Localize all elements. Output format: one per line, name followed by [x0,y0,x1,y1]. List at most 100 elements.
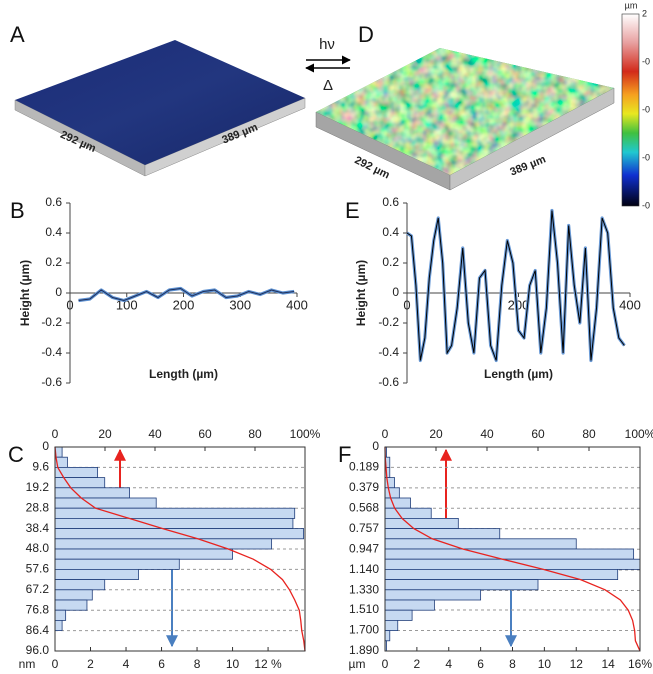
bar [384,558,641,570]
y-tick-label: -0.6 [41,375,62,389]
bar [384,538,577,550]
panel-letter: F [338,442,351,467]
bar [384,630,391,642]
y-tick-label: 1.700 [349,623,379,637]
x-tick-label: 8 [194,657,201,671]
y-tick-label: 38.4 [26,521,50,535]
x-tick-label: 0 [403,297,410,312]
y-tick-label: 0.2 [382,255,399,269]
colorbar-labels: 2 -0 -0 -0 -0 [642,8,650,210]
bar [384,620,399,632]
y-tick-label: -0.6 [378,375,399,389]
x-tick-label: 400 [286,297,308,312]
bar [54,477,106,489]
bar [384,609,413,621]
x-tick-label: 2 [87,657,94,671]
y-tick-label: 57.6 [26,562,50,576]
y-axis-label: Height (µm) [354,260,368,326]
y-tick-label: 76.8 [26,602,50,616]
y-tick-label: 1.890 [349,643,379,657]
bar [384,599,435,611]
x2-tick-label: 40 [148,427,162,441]
y-tick-label: 0 [42,439,49,453]
bar [54,538,273,550]
x2-tick-label: 20 [98,427,112,441]
bar [384,487,400,499]
y-tick-label: 86.4 [26,623,50,637]
y-tick-label: 0.189 [349,460,379,474]
bar [384,589,482,601]
bar [54,620,63,632]
x2-tick-label: 0 [382,427,389,441]
series-line-core [406,210,625,361]
panel-letter: A [10,22,25,47]
colorbar-label: -0 [642,104,650,114]
bar [54,548,233,560]
colorbar-label: -0 [642,200,650,210]
y-tick-label: -0.2 [41,315,62,329]
colorbar-label: -0 [642,152,650,162]
y-tick-label: -0.4 [41,345,62,359]
reverse-label: Δ [323,77,333,94]
y-unit: nm [19,657,36,671]
x-tick-label: 200 [508,297,530,312]
y-tick-label: 1.510 [349,602,379,616]
panel-letter: C [8,442,24,467]
y-unit: µm [349,657,366,671]
x2-tick-label: 0 [52,427,59,441]
y-tick-label: 48.0 [26,541,50,555]
x-tick-label: 14 [601,657,615,671]
x-tick-label: 12 % [254,657,282,671]
x2-tick-label: 100% [625,427,653,441]
y-tick-label: 0.4 [45,225,62,239]
bar [54,569,139,581]
x-tick-label: 8 [509,657,516,671]
y-tick-label: -0.4 [378,345,399,359]
x-tick-label: 10 [226,657,240,671]
cumulative-curve [54,446,306,652]
x-tick-label: 16% [628,657,652,671]
x-tick-label: 300 [229,297,251,312]
bar [384,507,432,519]
bar [384,579,539,591]
x-tick-label: 0 [52,657,59,671]
panel-letter: D [358,22,374,47]
x2-tick-label: 80 [582,427,596,441]
y-tick-label: 0 [372,439,379,453]
colorbar [621,13,640,207]
y-tick-label: 0.2 [45,255,62,269]
bar [54,497,157,509]
colorbar-unit: µm [625,0,638,10]
y-tick-label: 19.2 [26,480,50,494]
x-axis-label: Length (µm) [149,367,218,381]
x-axis-label: Length (µm) [484,367,553,381]
plot-frame [54,446,306,652]
x-tick-label: 6 [158,657,165,671]
forward-label: hν [319,36,335,53]
x-tick-label: 0 [382,657,389,671]
x-tick-label: 0 [66,297,73,312]
bar [384,528,501,540]
y-tick-label: 1.330 [349,583,379,597]
x2-tick-label: 40 [480,427,494,441]
bar [54,507,296,519]
x-tick-label: 4 [123,657,130,671]
y-tick-label: -0.2 [378,315,399,329]
x2-tick-label: 100% [290,427,321,441]
y-tick-label: 0.6 [45,195,62,209]
y-tick-label: 0.379 [349,480,379,494]
surface-d [315,48,615,191]
bar [54,487,130,499]
surface-a [14,40,306,177]
y-axis-label: Height (µm) [18,260,32,326]
bar [54,579,106,591]
x-tick-label: 2 [414,657,421,671]
cumulative-curve [384,446,641,652]
bar [54,599,88,611]
bar [54,558,180,570]
bar [384,569,619,581]
y-tick-label: 0.6 [382,195,399,209]
bar [54,589,93,601]
x-tick-label: 4 [445,657,452,671]
